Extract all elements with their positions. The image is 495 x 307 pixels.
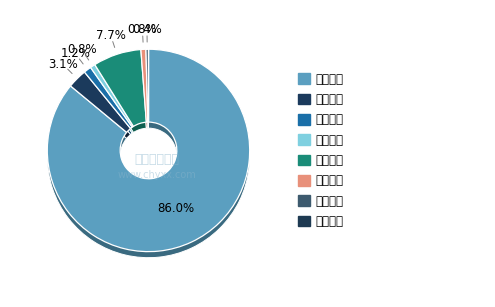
Text: 7.7%: 7.7% <box>96 29 126 42</box>
Text: 0.8%: 0.8% <box>128 23 157 36</box>
Text: 中国产业信息: 中国产业信息 <box>135 153 180 166</box>
Wedge shape <box>70 72 131 132</box>
Wedge shape <box>48 49 249 252</box>
Wedge shape <box>85 73 132 134</box>
Wedge shape <box>48 55 249 258</box>
Wedge shape <box>141 55 148 128</box>
Wedge shape <box>141 49 148 122</box>
Wedge shape <box>95 49 147 126</box>
Text: 0.4%: 0.4% <box>132 23 162 36</box>
Wedge shape <box>91 65 134 127</box>
Text: www.chyxx.com: www.chyxx.com <box>118 170 197 180</box>
Text: 0.8%: 0.8% <box>67 43 97 56</box>
Text: 3.1%: 3.1% <box>49 58 78 71</box>
Wedge shape <box>95 56 147 132</box>
Wedge shape <box>70 78 131 138</box>
Legend: 小型客车, 中型客车, 大型客车, 微型货车, 小型货车, 中型货车, 重型货车, 微型客车: 小型客车, 中型客车, 大型客车, 微型货车, 小型货车, 中型货车, 重型货车… <box>293 68 348 233</box>
Text: 1.2%: 1.2% <box>60 47 91 60</box>
Wedge shape <box>146 55 148 128</box>
Wedge shape <box>146 49 148 122</box>
Wedge shape <box>85 68 132 129</box>
Wedge shape <box>91 71 134 133</box>
Text: 86.0%: 86.0% <box>157 202 194 215</box>
